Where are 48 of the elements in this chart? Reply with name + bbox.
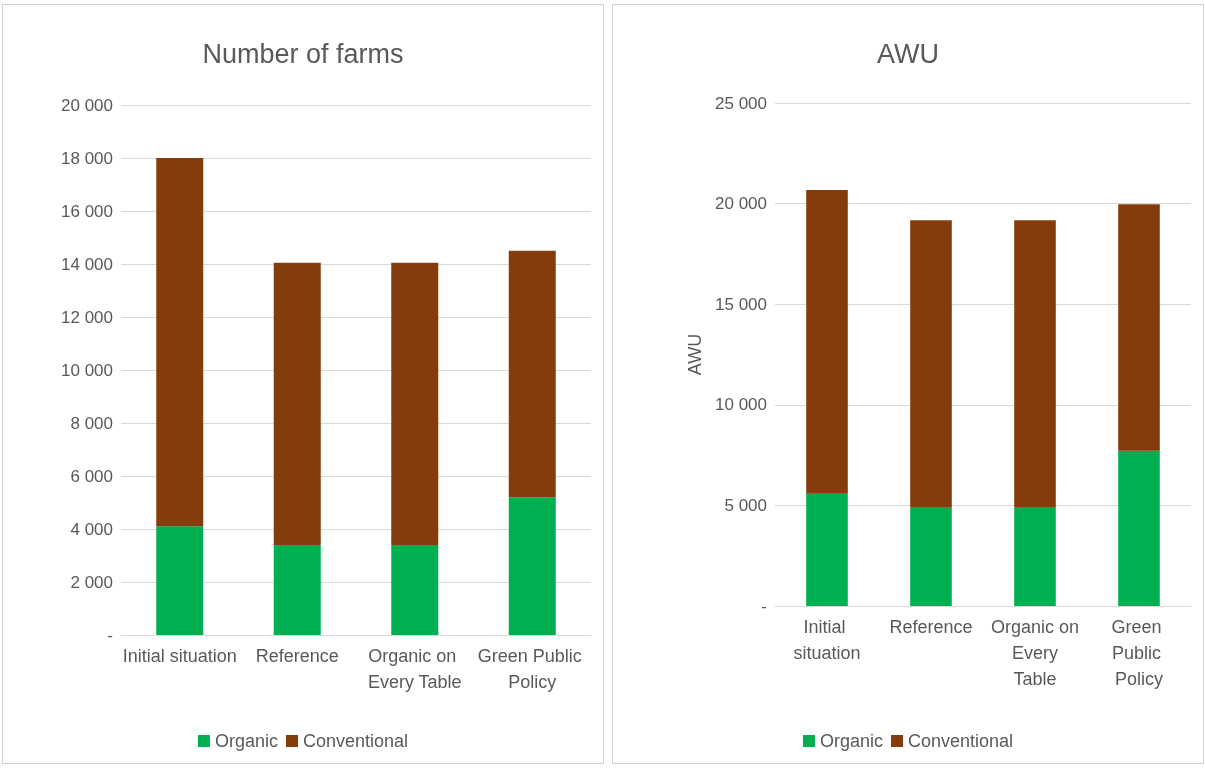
bar bbox=[910, 220, 952, 508]
y-tick-label: 20 000 bbox=[715, 194, 767, 214]
y-tick-label: 14 000 bbox=[61, 254, 113, 274]
y-tick-label: - bbox=[761, 596, 767, 616]
y-tick-label: 2 000 bbox=[70, 572, 113, 592]
bar bbox=[391, 262, 439, 545]
y-tick-label: 15 000 bbox=[715, 294, 767, 314]
x-tick-label: Green Public Policy bbox=[1111, 617, 1167, 689]
y-tick-label: 20 000 bbox=[61, 95, 113, 115]
chart-title: AWU bbox=[877, 38, 939, 69]
bar bbox=[508, 497, 556, 635]
y-tick-label: 18 000 bbox=[61, 148, 113, 168]
x-tick-label: Green Public Policy bbox=[477, 646, 587, 692]
bar bbox=[508, 250, 556, 498]
bar bbox=[391, 544, 439, 635]
y-axis-title: AWU bbox=[685, 333, 706, 376]
x-tick-label: Reference bbox=[255, 646, 339, 666]
bar bbox=[1014, 507, 1056, 606]
legend-label: Organic bbox=[819, 731, 883, 751]
bar bbox=[806, 190, 848, 494]
x-tick-label: Organic on Every Table bbox=[990, 617, 1080, 689]
legend-label: Organic bbox=[214, 731, 278, 751]
y-tick-label: 10 000 bbox=[61, 360, 113, 380]
bar bbox=[910, 507, 952, 606]
bar bbox=[1118, 204, 1160, 451]
y-tick-label: 4 000 bbox=[70, 519, 113, 539]
legend-label: Conventional bbox=[907, 731, 1014, 751]
bar bbox=[1118, 450, 1160, 606]
bar bbox=[273, 262, 321, 545]
bar bbox=[273, 544, 321, 635]
bar bbox=[156, 158, 204, 527]
y-tick-label: - bbox=[107, 625, 113, 645]
y-tick-label: 25 000 bbox=[715, 93, 767, 113]
y-tick-label: 12 000 bbox=[61, 307, 113, 327]
x-tick-label: Reference bbox=[889, 617, 973, 637]
y-tick-label: 16 000 bbox=[61, 201, 113, 221]
bar bbox=[1014, 220, 1056, 508]
chart-title: Number of farms bbox=[202, 38, 404, 69]
legend-label: Conventional bbox=[302, 731, 409, 751]
y-tick-label: 10 000 bbox=[715, 395, 767, 415]
x-tick-label: Organic on Every Table bbox=[367, 646, 462, 692]
bar bbox=[156, 526, 204, 635]
x-tick-label: Initial situation bbox=[122, 646, 237, 666]
y-tick-label: 5 000 bbox=[724, 495, 767, 515]
y-tick-label: 6 000 bbox=[70, 466, 113, 486]
y-tick-label: 8 000 bbox=[70, 413, 113, 433]
x-tick-label: Initial situation bbox=[793, 617, 861, 663]
bar bbox=[806, 493, 848, 606]
